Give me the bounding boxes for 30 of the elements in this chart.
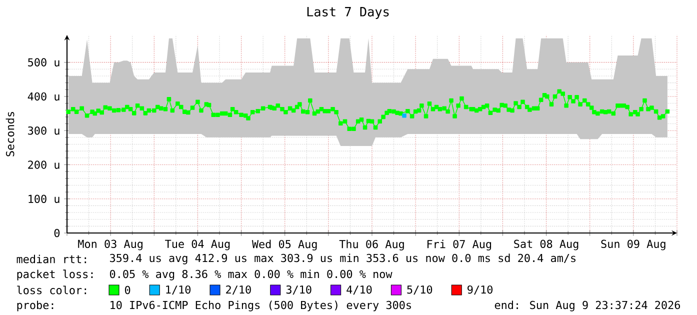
y-tick-label: 500 u [28, 58, 60, 66]
x-tick-label: Tue 04 Aug [165, 240, 230, 250]
y-tick-label: 100 u [28, 194, 60, 203]
x-tick-label: Mon 03 Aug [78, 240, 142, 250]
text: 10 IPv6-ICMP Echo Pings (500 Bytes) every 300s [110, 300, 411, 312]
y-axis-title: Seconds [6, 112, 14, 156]
x-tick-label: Sun 09 Aug [601, 240, 666, 250]
legend-label: 1/10 [166, 285, 190, 295]
legend-label: 9/10 [468, 285, 492, 295]
x-tick-label: Sat 08 Aug [514, 240, 578, 250]
y-tick-label: 300 u [28, 126, 60, 135]
text: end: Sun Aug 9 23:37:24 2026 [494, 300, 680, 312]
text: probe: [17, 300, 54, 312]
legend-label: 5/10 [407, 285, 432, 295]
legend-title: loss color: [17, 286, 86, 294]
legend-label: 3/10 [286, 285, 312, 295]
legend-label: 0 [124, 286, 130, 294]
legend-label: 2/10 [226, 285, 251, 295]
text: 359.4 us avg 412.9 us max 303.9 us min 353.6 us now 0.0 ms sd 20.4 am/s [110, 254, 576, 264]
text: packet loss: [17, 270, 93, 280]
text: 0.05 % avg 8.36 % max 0.00 % min 0.00 % now [110, 270, 392, 280]
text: median rtt: [16, 254, 86, 264]
x-tick-label: Thu 06 Aug [339, 240, 404, 250]
y-tick-label: 200 u [28, 160, 60, 169]
legend-label: 4/10 [346, 285, 372, 295]
y-tick-label: 400 u [28, 92, 60, 101]
x-tick-label: Fri 07 Aug [427, 240, 492, 250]
y-tick-label: 0 [54, 228, 60, 238]
x-tick-label: Wed 05 Aug [252, 240, 317, 250]
chart-title: Last 7 Days [307, 7, 389, 19]
